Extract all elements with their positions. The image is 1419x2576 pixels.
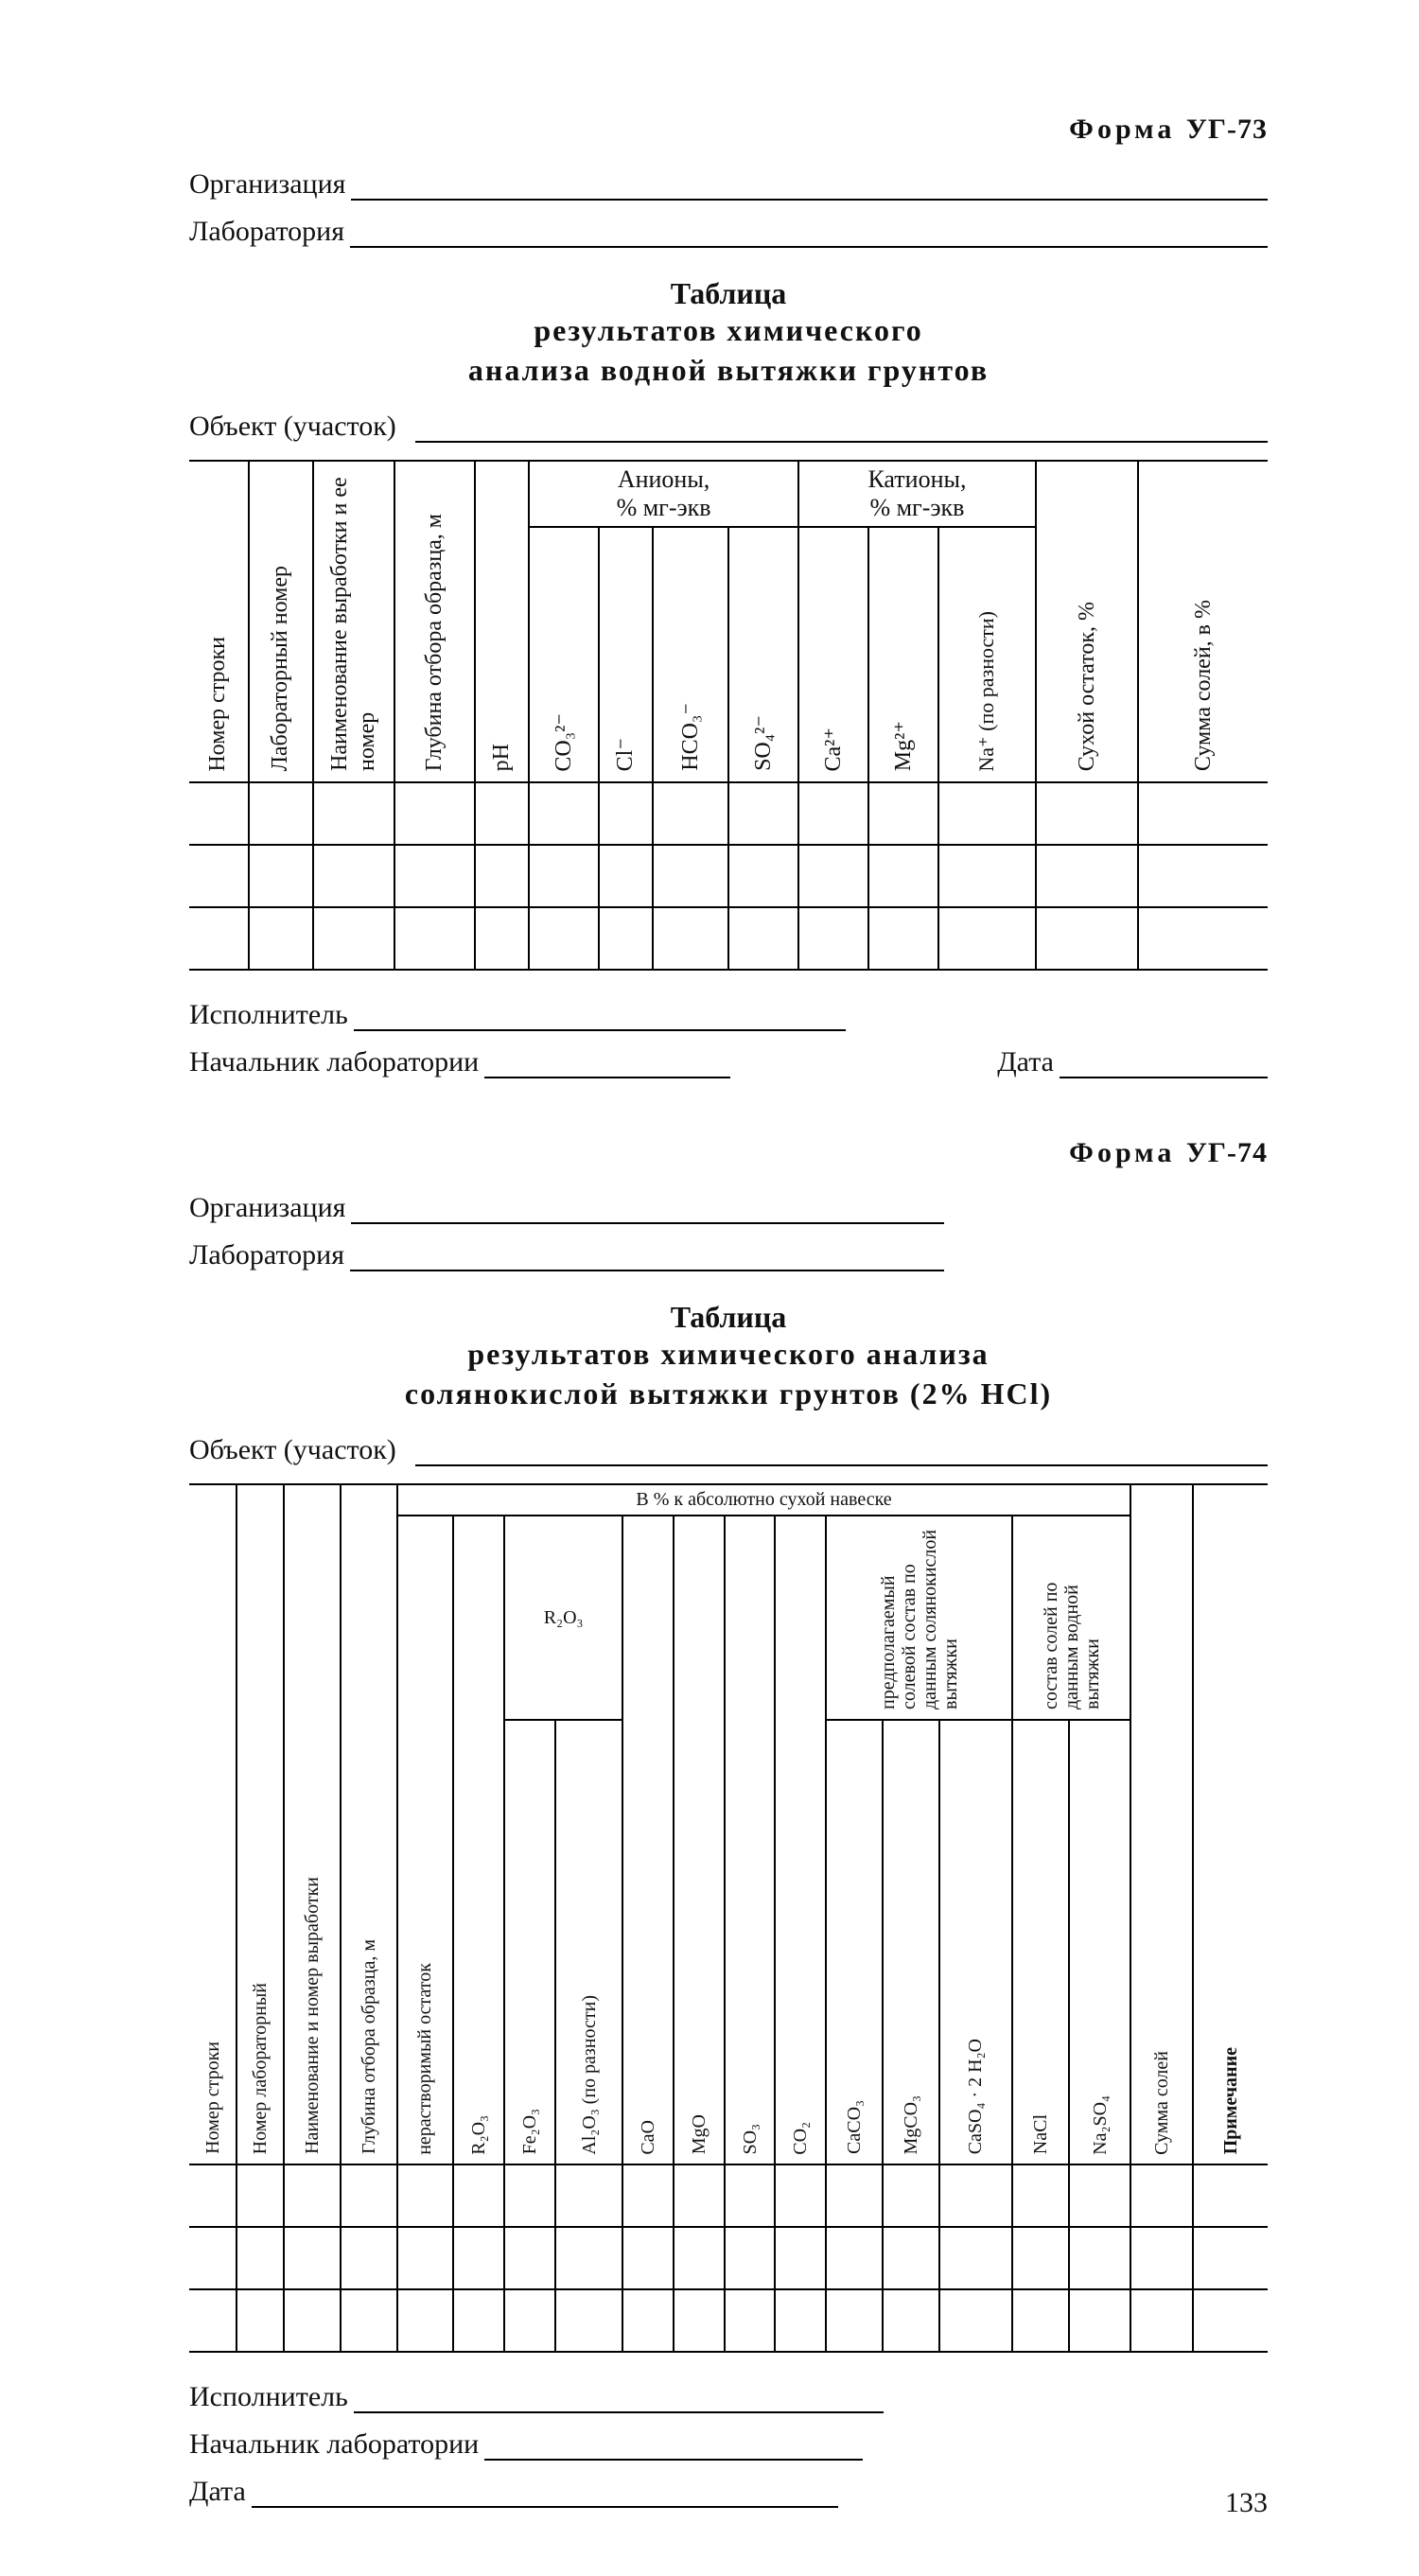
form74-org-label: Организация	[189, 1192, 351, 1224]
h74-sum: Сумма солей	[1150, 2051, 1173, 2155]
form74-lab-label: Лаборатория	[189, 1239, 350, 1271]
form74-exec-label: Исполнитель	[189, 2381, 354, 2413]
h-c2: Лабораторный номер	[267, 566, 294, 771]
form74-exec-line[interactable]	[354, 2377, 884, 2413]
h74-c4: Глубина отбора образца, м	[358, 1939, 380, 2154]
form73-lab-line[interactable]	[350, 212, 1268, 248]
form74-number: УГ-74	[1186, 1137, 1268, 1168]
form74-object-label: Объект (участок)	[189, 1434, 396, 1466]
h-a1: CO₃²⁻	[551, 713, 578, 772]
form74-title2: результатов химического анализа	[189, 1335, 1268, 1375]
h-c5: pH	[488, 744, 516, 771]
h-a4: SO₄²⁻	[750, 715, 778, 771]
form74-head-line[interactable]	[484, 2425, 863, 2461]
form74-date-label: Дата	[189, 2476, 252, 2508]
form74-table: Номер строки Номер лабораторный Наименов…	[189, 1483, 1268, 2353]
h74-note: Примечание	[1219, 2047, 1242, 2154]
h-anions: Анионы, % мг-экв	[529, 461, 798, 527]
form73-label: Форма	[1069, 114, 1175, 145]
form73-lab-label: Лаборатория	[189, 216, 350, 248]
table-row	[189, 845, 1268, 907]
form73-table: Номер строки Лабораторный номер Наименов…	[189, 460, 1268, 971]
form74-object: Объект (участок)	[189, 1430, 1268, 1466]
form74-signatures: Исполнитель Начальник лаборатории Дата	[189, 2377, 1268, 2508]
h-c4: Глубина отбора образца, м	[421, 514, 448, 771]
form73-date-line[interactable]	[1060, 1043, 1268, 1078]
h74-r2o3: R₂O₃	[504, 1516, 622, 1720]
h74-c2: Номер лабораторный	[249, 1983, 272, 2154]
form73-org-line[interactable]	[351, 165, 1268, 201]
form73-org-label: Организация	[189, 168, 351, 201]
h-k1: Ca²⁺	[820, 727, 848, 772]
h-dry: Сухой остаток, %	[1074, 602, 1101, 771]
form73-head-line[interactable]	[484, 1043, 730, 1078]
form73-id: Форма УГ-73	[189, 114, 1268, 146]
h74-r1: Fe₂O₃	[518, 2109, 541, 2154]
h74-c1: Номер строки	[201, 2042, 224, 2154]
table-row	[189, 907, 1268, 970]
form73-signatures: Исполнитель Начальник лаборатории Дата	[189, 995, 1268, 1078]
h-c1: Номер строки	[204, 637, 232, 772]
form74-lab-line[interactable]	[350, 1235, 944, 1271]
table-row	[189, 2164, 1268, 2227]
form73-head-label: Начальник лаборатории	[189, 1046, 484, 1078]
h-a3: HCO₃⁻	[677, 703, 705, 771]
h74-r2: Al₂O₃ (по разности)	[579, 1995, 600, 2155]
h74-mgo: MgO	[688, 2114, 710, 2154]
h74-c3: Наименование и номер выработки	[301, 1877, 324, 2154]
form73-exec-label: Исполнитель	[189, 999, 354, 1031]
form73-date-label: Дата	[997, 1046, 1060, 1078]
h74-c5: нерастворимый остаток	[413, 1963, 436, 2155]
form74-object-line[interactable]	[415, 1430, 1268, 1466]
form73-title: Таблица результатов химического анализа …	[189, 276, 1268, 390]
form74-org-field: Организация	[189, 1188, 944, 1224]
form73-exec-line[interactable]	[354, 995, 846, 1031]
table-row	[189, 2289, 1268, 2352]
h74-s2: MgCO₃	[900, 2095, 922, 2155]
h74-so3: SO₃	[739, 2124, 762, 2155]
h-c3: Наименование выработки и ее номер	[326, 459, 381, 771]
form73-title1: Таблица	[189, 276, 1268, 311]
form73-body	[189, 782, 1268, 970]
page: Форма УГ-73 Организация Лаборатория Табл…	[0, 0, 1419, 2576]
h74-s3: CaSO₄ · 2 H₂O	[965, 2039, 986, 2154]
h74-saltgrp: предполагаемый солевой состав по данным …	[878, 1520, 961, 1709]
form73-object: Объект (участок)	[189, 407, 1268, 443]
form73-org-field: Организация	[189, 165, 1268, 201]
form73-object-label: Объект (участок)	[189, 411, 396, 443]
h74-s1: CaCO₃	[843, 2100, 866, 2154]
h74-watergrp: состав солей по данным водной вытяжки	[1041, 1520, 1103, 1709]
table-row	[189, 2227, 1268, 2289]
form73-number: УГ-73	[1186, 114, 1268, 145]
form74-org-line[interactable]	[351, 1188, 944, 1224]
form74-lab-field: Лаборатория	[189, 1235, 944, 1271]
h74-w2: Na₂SO₄	[1089, 2095, 1112, 2155]
form74-id: Форма УГ-74	[189, 1137, 1268, 1169]
form74-title: Таблица результатов химического анализа …	[189, 1300, 1268, 1413]
h74-co2: CO₂	[789, 2122, 812, 2155]
h-sum: Сумма солей, в %	[1190, 600, 1218, 771]
h74-cao: CaO	[637, 2120, 659, 2155]
h-k2: Mg²⁺	[890, 721, 918, 771]
form74-date-line[interactable]	[252, 2472, 838, 2508]
h74-c6: R₂O₃	[467, 2115, 490, 2155]
page-number: 133	[1225, 2487, 1268, 2519]
h-cations: Катионы, % мг-экв	[798, 461, 1036, 527]
form74-title1: Таблица	[189, 1300, 1268, 1335]
h-k3: Na⁺ (по разности)	[974, 611, 999, 772]
form74-label: Форма	[1069, 1137, 1175, 1168]
form73-object-line[interactable]	[415, 407, 1268, 443]
form73-lab-field: Лаборатория	[189, 212, 1268, 248]
table-row	[189, 782, 1268, 845]
form74-title3: солянокислой вытяжки грунтов (2% HCl)	[189, 1375, 1268, 1414]
form73-title3: анализа водной вытяжки грунтов	[189, 351, 1268, 391]
h74-w1: NaCl	[1029, 2114, 1052, 2154]
form74-head-label: Начальник лаборатории	[189, 2428, 484, 2461]
h74-super: В % к абсолютно сухой навеске	[397, 1484, 1131, 1516]
form74-body	[189, 2164, 1268, 2352]
form73-title2: результатов химического	[189, 311, 1268, 351]
h-a2: Cl⁻	[612, 738, 639, 771]
